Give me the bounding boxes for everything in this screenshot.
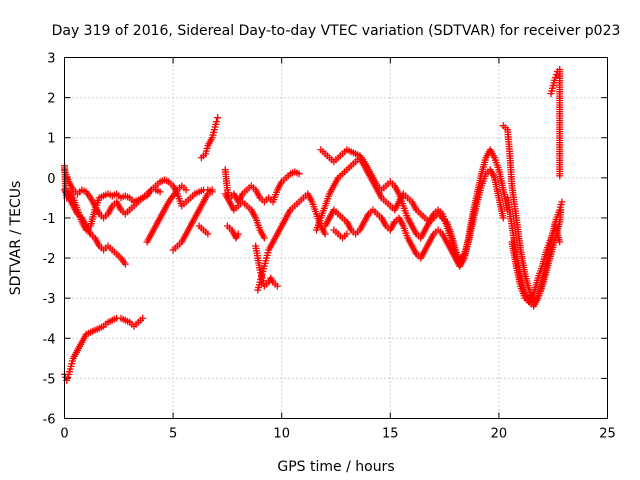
- plot-frame: [64, 57, 608, 419]
- y-tick-label: -5: [43, 372, 56, 387]
- data-point: [499, 214, 507, 222]
- y-tick-label: -1: [43, 212, 56, 227]
- y-tick-label: 2: [47, 92, 55, 107]
- data-point: [182, 186, 190, 194]
- data-point: [214, 114, 222, 122]
- data-points: [61, 66, 566, 384]
- y-axis-label: SDTVAR / TECUs: [8, 181, 24, 296]
- y-tick-label: -3: [43, 292, 56, 307]
- data-point: [343, 230, 351, 238]
- y-tick-label: -6: [43, 413, 56, 428]
- data-point: [556, 172, 564, 180]
- y-tick-label: 1: [47, 132, 55, 147]
- tick-labels: 0 5 10 15 20 25 -6 -5 -4 -3 -2 -1 0 1 2 3: [43, 52, 616, 442]
- data-point-interp: [64, 373, 72, 381]
- data-point: [558, 198, 566, 206]
- data-point: [260, 234, 268, 242]
- data-point: [204, 230, 212, 238]
- data-point: [551, 74, 559, 82]
- y-tick-label: 0: [47, 172, 55, 187]
- y-tick-label: 3: [47, 52, 55, 67]
- y-tick-label: -4: [43, 332, 56, 347]
- data-point: [234, 230, 242, 238]
- data-point: [273, 282, 281, 290]
- x-tick-label: 20: [491, 427, 508, 442]
- data-point: [208, 186, 216, 194]
- data-point: [213, 118, 221, 126]
- data-point: [295, 170, 303, 178]
- x-axis-label: GPS time / hours: [277, 459, 394, 475]
- y-tick-label: -2: [43, 252, 56, 267]
- data-point: [121, 260, 129, 268]
- chart-title: Day 319 of 2016, Sidereal Day-to-day VTE…: [52, 23, 621, 39]
- x-tick-label: 10: [273, 427, 290, 442]
- data-point: [156, 188, 164, 196]
- x-tick-label: 0: [60, 427, 68, 442]
- x-tick-label: 25: [599, 427, 616, 442]
- data-point: [556, 238, 564, 246]
- x-tick-label: 15: [382, 427, 399, 442]
- data-point: [139, 314, 147, 322]
- data-point: [321, 230, 329, 238]
- x-tick-label: 5: [169, 427, 177, 442]
